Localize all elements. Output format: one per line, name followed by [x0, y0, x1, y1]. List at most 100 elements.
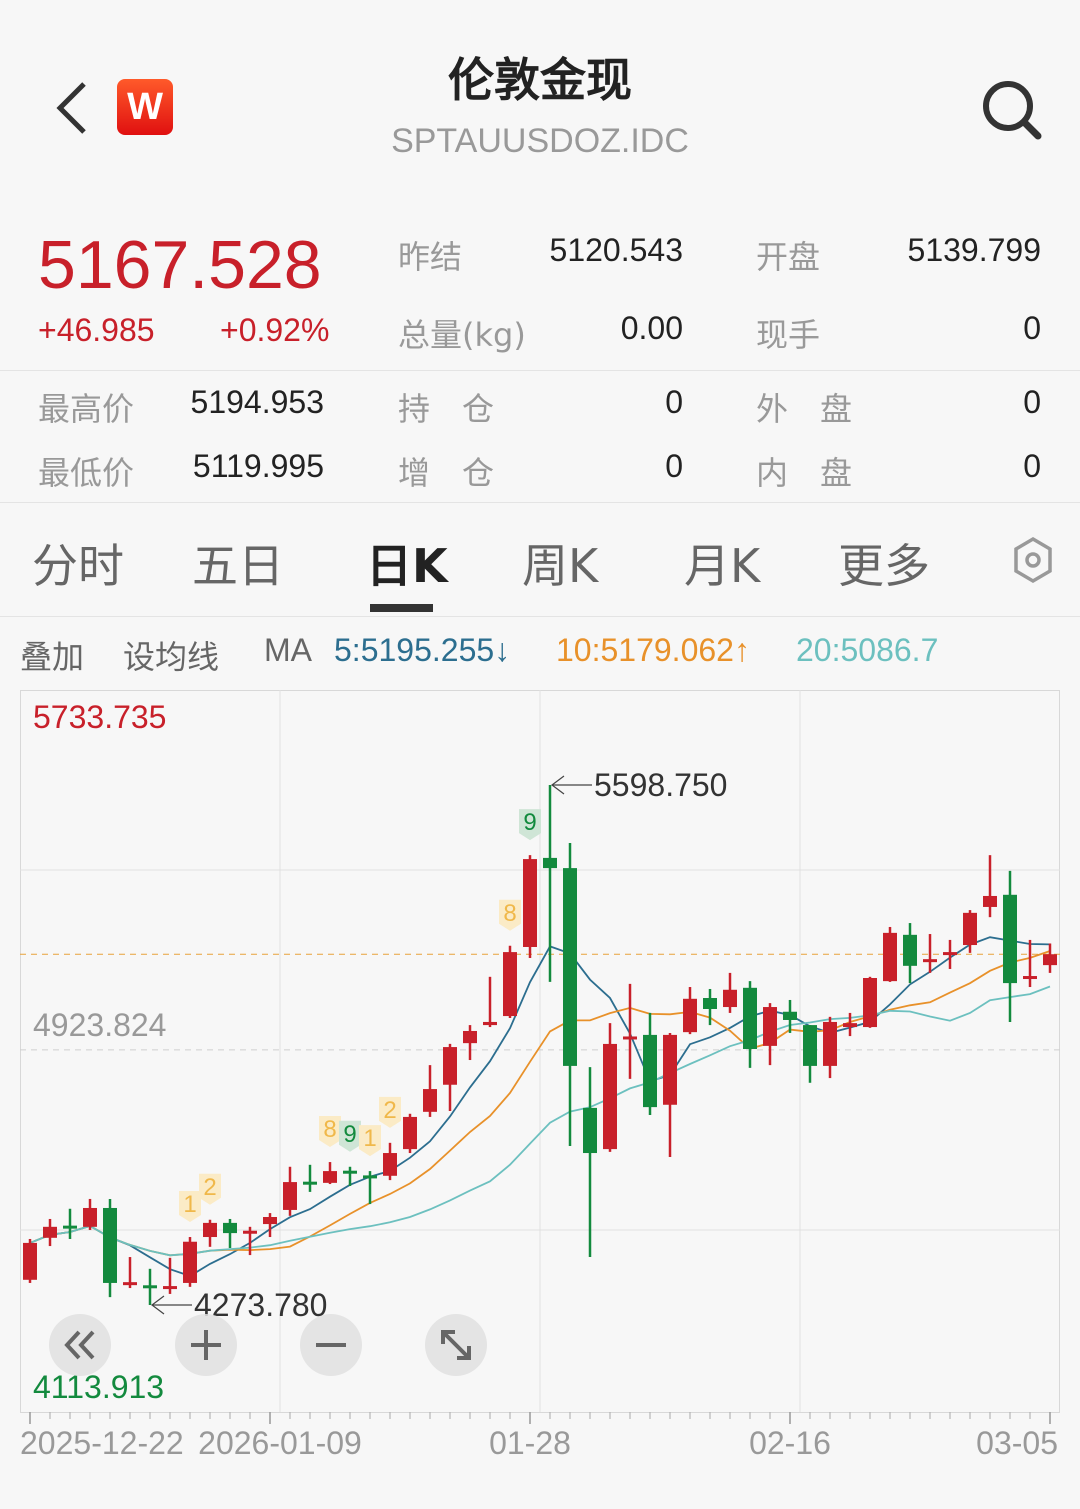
candle [723, 972, 737, 1013]
candle-body [443, 1047, 457, 1085]
candle-body [403, 1116, 417, 1150]
candle [163, 1257, 177, 1294]
x-axis-label: 01-28 [489, 1425, 571, 1461]
candle-body [643, 1034, 657, 1108]
candle [543, 785, 557, 982]
td-marker-text: 1 [363, 1125, 376, 1152]
candle-body [563, 868, 577, 1066]
candle-body [723, 989, 737, 1008]
candle-body [343, 1170, 357, 1174]
candle-body [223, 1222, 237, 1234]
candle [603, 1023, 617, 1152]
stat-label: 增 仓 [398, 454, 495, 492]
fullscreen-icon [441, 1330, 471, 1360]
candle [883, 926, 897, 982]
candle [463, 1025, 477, 1061]
td-marker-badge [339, 1120, 361, 1152]
search-icon[interactable] [978, 78, 1044, 140]
candle-body [143, 1285, 157, 1289]
candle-body [863, 977, 877, 1028]
ma20-value: 20:5086.7 [796, 632, 939, 668]
tab-4[interactable]: 月K [684, 539, 761, 593]
candle-body [183, 1241, 197, 1283]
stat-value: 5194.953 [190, 384, 324, 420]
candle [823, 1016, 837, 1079]
back-icon[interactable] [50, 78, 94, 138]
candle-body [783, 1011, 797, 1020]
stat-value: 0 [665, 448, 683, 484]
candle-body [703, 998, 717, 1009]
candle [383, 1142, 397, 1181]
candlestick-chart[interactable]: 128 9 12895598.7504273.7805733.7354923.824… [20, 690, 1060, 1425]
candle [403, 1113, 417, 1154]
td-marker-text: 8 [503, 900, 516, 927]
candle [983, 855, 997, 918]
candle-body [103, 1207, 117, 1283]
ma20-line [29, 985, 1051, 1257]
candle-body [383, 1153, 397, 1176]
overlay-button[interactable]: 叠加 [20, 639, 85, 675]
tab-0[interactable]: 分时 [32, 539, 124, 593]
stat-value: 0 [1023, 384, 1041, 420]
tab-2[interactable]: 日K [366, 539, 448, 593]
candle [63, 1208, 77, 1239]
candle [583, 1067, 597, 1258]
zoom-in-button[interactable] [175, 1314, 237, 1376]
stat-label: 最高价 [38, 390, 135, 428]
candle-body [423, 1089, 437, 1112]
fullscreen-button[interactable] [425, 1314, 487, 1376]
td-marker-text: 9 [523, 809, 536, 836]
candle [443, 1043, 457, 1112]
candle-body [323, 1171, 337, 1183]
stat-value: 5119.995 [192, 448, 324, 484]
tab-1[interactable]: 五日 [192, 539, 284, 593]
td-marker-text: 1 [183, 1191, 196, 1218]
hexagon-settings-icon[interactable] [1012, 536, 1054, 584]
candle [743, 981, 757, 1068]
candle-body [363, 1175, 377, 1179]
candle [423, 1065, 437, 1117]
candle [863, 976, 877, 1028]
candle-body [483, 1021, 497, 1026]
stat-label: 最低价 [38, 454, 135, 492]
candle-body [1043, 954, 1057, 966]
candle-body [543, 857, 557, 869]
candle [303, 1164, 317, 1192]
candle-body [123, 1282, 137, 1286]
tab-5[interactable]: 更多 [838, 539, 930, 593]
candle [263, 1213, 277, 1238]
x-axis-label: 2026-01-09 [198, 1425, 362, 1461]
divider [0, 370, 1080, 371]
candle-body [23, 1242, 37, 1280]
zoom-out-icon [316, 1343, 346, 1347]
candle [763, 1003, 777, 1066]
candle-body [903, 934, 917, 966]
set-ma-button[interactable]: 设均线 [123, 639, 220, 675]
page-title: 伦敦金现 [448, 53, 632, 107]
zoom-out-button[interactable] [300, 1314, 362, 1376]
td-marker-badge [359, 1125, 381, 1157]
candle [343, 1166, 357, 1187]
candle-body [963, 912, 977, 946]
candle [523, 855, 537, 958]
stat-value: 5139.799 [907, 232, 1041, 268]
ma10-value: 10:5179.062↑ [556, 632, 750, 668]
td-marker-text: 9 [343, 1121, 356, 1148]
candle [643, 1012, 657, 1115]
stat-label: 昨结 [398, 238, 463, 276]
td-marker-badge [519, 809, 541, 841]
candle [943, 939, 957, 969]
candle-body [243, 1230, 257, 1234]
ma-label: MA [264, 632, 312, 668]
scroll-left-button[interactable] [49, 1314, 111, 1376]
candle [663, 1032, 677, 1157]
tab-3[interactable]: 周K [522, 539, 599, 593]
td-marker-badge [199, 1173, 221, 1205]
candle [483, 976, 497, 1028]
candle-body [1023, 976, 1037, 980]
candle-body [303, 1181, 317, 1185]
active-tab-indicator [370, 604, 433, 612]
candle-body [883, 932, 897, 982]
candle [1043, 943, 1057, 973]
candle [103, 1198, 117, 1298]
